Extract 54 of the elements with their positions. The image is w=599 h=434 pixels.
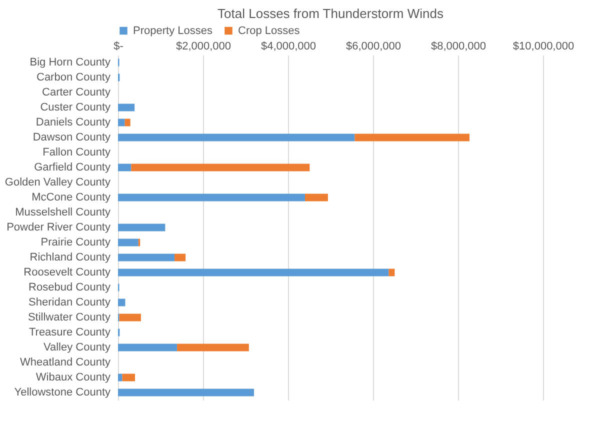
bar bbox=[122, 374, 135, 382]
y-tick-label: Sheridan County bbox=[28, 296, 111, 308]
y-tick-label: Valley County bbox=[43, 342, 111, 354]
bar bbox=[305, 194, 328, 202]
y-tick-label: McCone County bbox=[32, 192, 111, 204]
y-tick-label: Rosebud County bbox=[28, 282, 111, 294]
x-tick-label: $4,000,000 bbox=[260, 40, 316, 52]
y-tick-label: Wibaux County bbox=[36, 372, 111, 384]
y-tick-label: Carter County bbox=[42, 86, 111, 98]
y-tick-label: Custer County bbox=[40, 102, 111, 114]
legend-label: Crop Losses bbox=[238, 24, 300, 37]
legend-label: Property Losses bbox=[133, 24, 213, 37]
x-tick-label: $8,000,000 bbox=[430, 40, 486, 52]
y-tick-label: Golden Valley County bbox=[4, 176, 111, 188]
y-tick-label: Richland County bbox=[30, 252, 111, 264]
bar bbox=[174, 254, 186, 262]
bar bbox=[119, 314, 141, 322]
x-tick-label: $6,000,000 bbox=[346, 40, 402, 52]
y-tick-label: Prairie County bbox=[40, 236, 111, 248]
chart-title: Total Losses from Thunderstorm Winds bbox=[218, 6, 444, 21]
y-tick-label: Big Horn County bbox=[30, 56, 111, 68]
y-tick-label: Wheatland County bbox=[20, 356, 111, 368]
x-tick-label: $2,000,000 bbox=[176, 40, 232, 52]
y-tick-label: Garfield County bbox=[34, 162, 111, 174]
bar bbox=[118, 388, 254, 396]
bar bbox=[118, 298, 126, 306]
x-tick-label: $10,000,000 bbox=[512, 40, 574, 52]
bar bbox=[118, 164, 132, 172]
bar bbox=[118, 194, 305, 202]
bar bbox=[118, 224, 166, 232]
bar bbox=[177, 344, 249, 352]
y-tick-label: Daniels County bbox=[36, 116, 111, 128]
bar bbox=[118, 238, 138, 246]
bar bbox=[388, 268, 395, 276]
bar bbox=[131, 164, 310, 172]
y-tick-label: Powder River County bbox=[6, 222, 111, 234]
y-tick-label: Dawson County bbox=[32, 132, 111, 144]
bar bbox=[118, 134, 355, 142]
y-tick-label: Roosevelt County bbox=[24, 266, 111, 278]
bar bbox=[118, 254, 175, 262]
bar bbox=[124, 118, 130, 126]
bar bbox=[118, 374, 122, 382]
y-tick-label: Stillwater County bbox=[28, 312, 111, 324]
y-tick-label: Yellowstone County bbox=[14, 386, 111, 398]
y-tick-label: Treasure County bbox=[28, 326, 111, 338]
bar bbox=[118, 268, 389, 276]
bar bbox=[118, 104, 135, 112]
y-tick-label: Fallon County bbox=[42, 146, 111, 158]
y-tick-label: Carbon County bbox=[36, 72, 111, 84]
bar bbox=[118, 344, 178, 352]
x-tick-label: $- bbox=[114, 40, 124, 52]
y-tick-label: Musselshell County bbox=[15, 206, 111, 218]
bar bbox=[354, 134, 470, 142]
bar bbox=[118, 118, 125, 126]
